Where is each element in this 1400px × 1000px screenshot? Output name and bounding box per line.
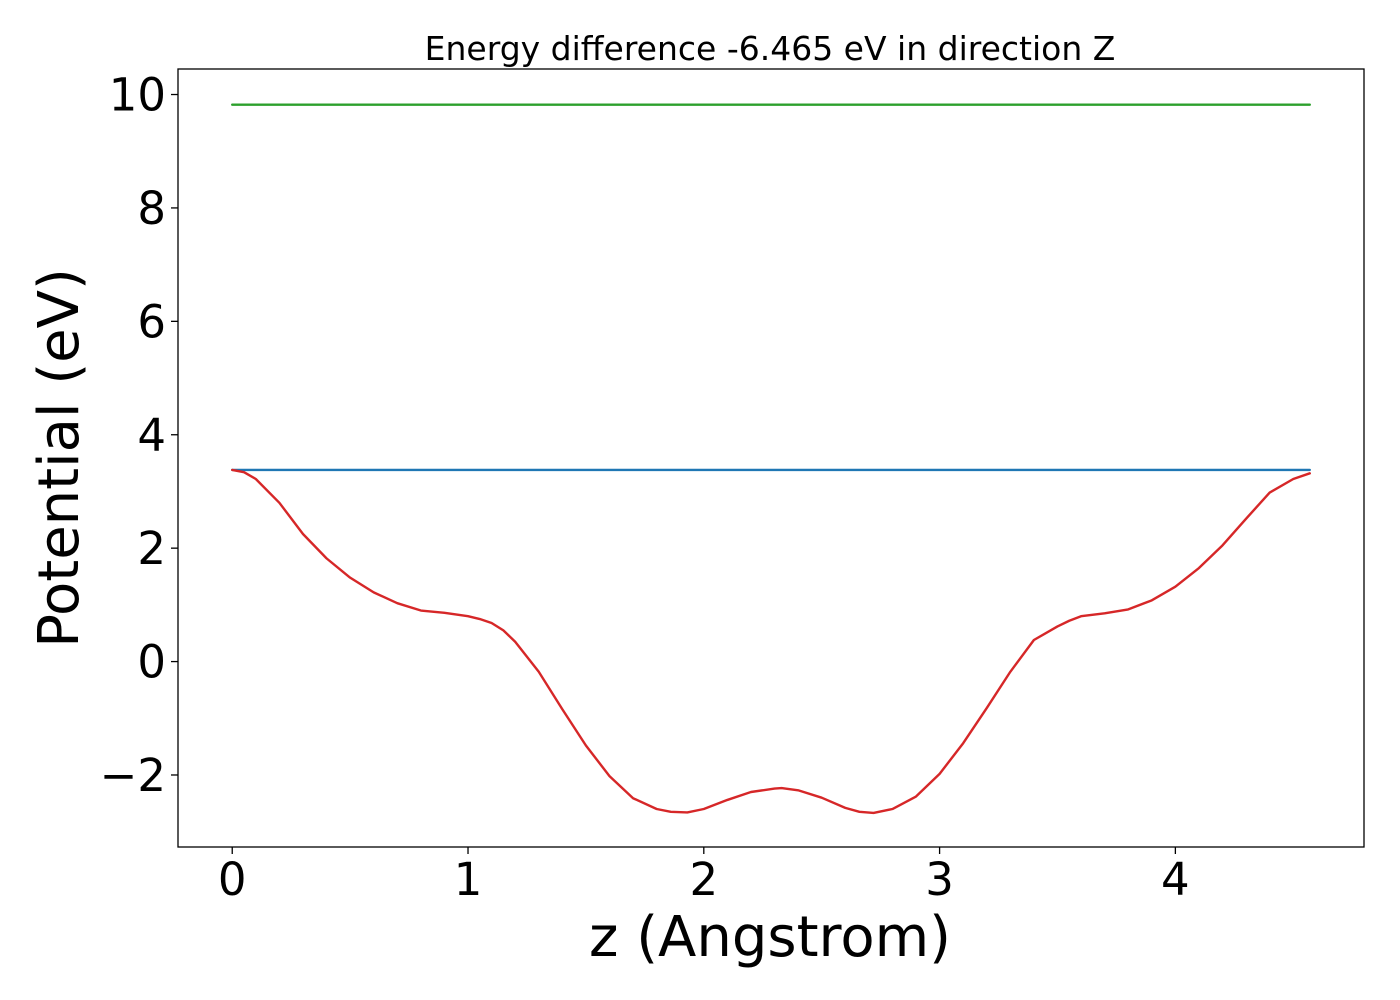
plot-frame <box>177 68 1365 848</box>
y-tick-label: −2 <box>100 749 166 802</box>
y-axis-label: Potential (eV) <box>27 268 92 648</box>
y-tick-label: 8 <box>137 182 166 235</box>
x-tick-label: 2 <box>689 853 718 906</box>
y-tick-label: 10 <box>109 69 166 122</box>
y-tick-label: 0 <box>137 636 166 689</box>
chart-title: Energy difference -6.465 eV in direction… <box>425 29 1116 68</box>
y-axis: −2 0 2 4 6 8 10 <box>100 69 178 802</box>
y-tick-label: 6 <box>137 295 166 348</box>
x-axis-label: z (Angstrom) <box>589 905 951 970</box>
y-tick-label: 4 <box>137 409 166 462</box>
x-tick-label: 1 <box>454 853 483 906</box>
x-axis: 0 1 2 3 4 <box>218 847 1190 906</box>
plot-area <box>231 103 1311 815</box>
y-tick-label: 2 <box>137 522 166 575</box>
x-tick-label: 3 <box>925 853 954 906</box>
series-line-3 <box>231 468 1311 815</box>
x-tick-label: 4 <box>1161 853 1190 906</box>
x-tick-label: 0 <box>218 853 247 906</box>
